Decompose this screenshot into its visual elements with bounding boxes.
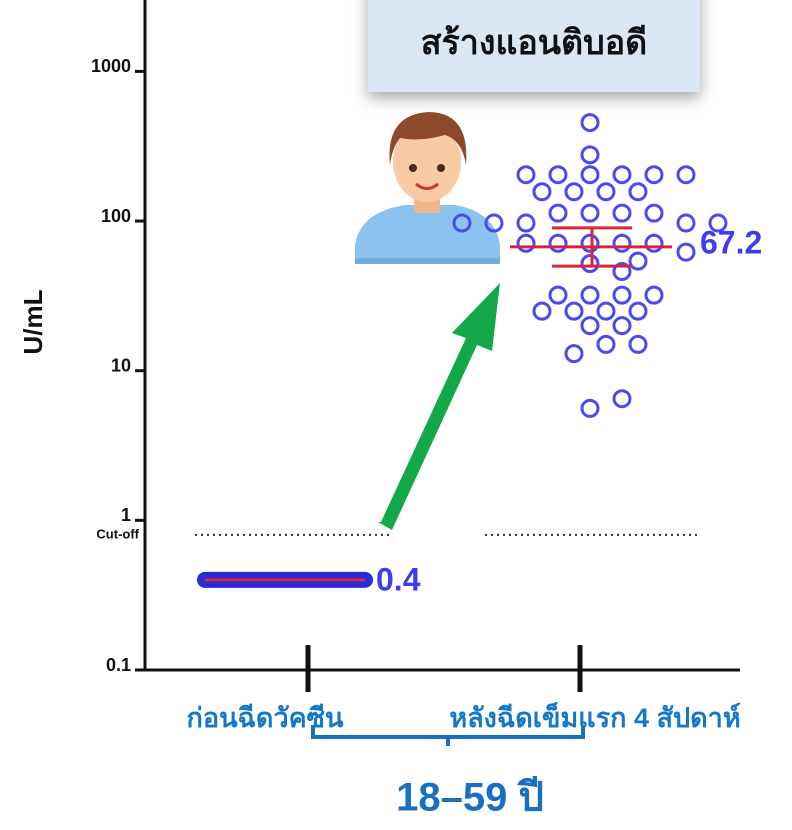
data-point <box>630 253 646 269</box>
data-point <box>598 184 614 200</box>
data-point <box>678 215 694 231</box>
data-point <box>646 205 662 221</box>
group-label: 18–59 ปี <box>396 776 544 820</box>
y-tick-label: 1 <box>121 505 131 525</box>
chart: สร้างแอนติบอดี U/mL 18–59 ปี 0.1 1 10 100 10… <box>0 0 792 825</box>
data-point <box>614 235 630 251</box>
data-point <box>582 256 598 272</box>
callout-text: สร้างแอนติบอดี <box>421 24 647 62</box>
data-point <box>582 318 598 334</box>
x-tick-label: หลังฉีดเข็มแรก 4 สัปดาห์ <box>449 700 740 733</box>
data-point <box>550 167 566 183</box>
data-point <box>582 167 598 183</box>
cutoff-label: Cut-off <box>96 526 139 541</box>
arrow <box>378 283 500 530</box>
data-point <box>582 147 598 163</box>
data-point <box>598 336 614 352</box>
data-point <box>518 167 534 183</box>
x-tick-label: ก่อนฉีดวัคซีน <box>187 703 344 733</box>
data-point <box>582 115 598 131</box>
data-point <box>630 184 646 200</box>
data-point <box>518 215 534 231</box>
data-point <box>598 303 614 319</box>
data-point <box>614 205 630 221</box>
data-point <box>566 303 582 319</box>
data-point <box>630 336 646 352</box>
data-point <box>614 318 630 334</box>
y-tick-label: 10 <box>111 355 131 375</box>
data-point <box>630 303 646 319</box>
data-point <box>614 391 630 407</box>
y-tick-label: 0.1 <box>106 655 131 675</box>
data-point <box>582 287 598 303</box>
data-point <box>614 167 630 183</box>
data-point <box>550 287 566 303</box>
data-point <box>566 184 582 200</box>
data-point <box>646 287 662 303</box>
y-tick-label: 1000 <box>91 56 131 76</box>
median-label: 0.4 <box>376 561 421 597</box>
data-point <box>582 235 598 251</box>
data-point <box>566 346 582 362</box>
data-point <box>582 205 598 221</box>
data-point <box>550 235 566 251</box>
data-point <box>534 184 550 200</box>
data-point <box>582 400 598 416</box>
person-icon <box>355 112 500 264</box>
data-point <box>534 303 550 319</box>
data-point <box>550 205 566 221</box>
data-point <box>646 167 662 183</box>
data-point <box>678 167 694 183</box>
data-point <box>614 287 630 303</box>
y-tick-label: 100 <box>101 206 131 226</box>
data-point <box>646 235 662 251</box>
data-point <box>678 244 694 260</box>
y-axis-title: U/mL <box>18 289 48 354</box>
median-label: 67.2 <box>700 224 762 260</box>
data-point <box>518 235 534 251</box>
